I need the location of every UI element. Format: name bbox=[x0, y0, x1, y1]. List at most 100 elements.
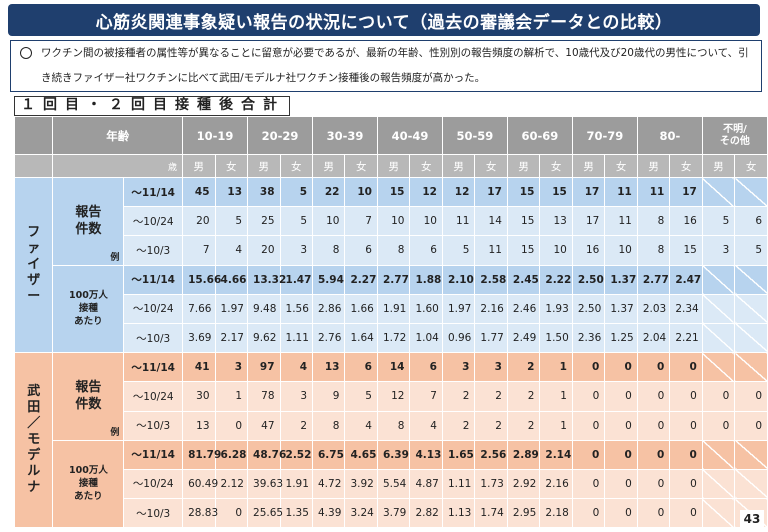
value-cell: 5.94 bbox=[311, 264, 346, 295]
empty-cell bbox=[734, 293, 768, 324]
count-unit: 例 bbox=[110, 427, 120, 438]
age-group-header: 30-39 bbox=[312, 116, 378, 155]
age-group-header: 70-79 bbox=[571, 116, 638, 155]
value-cell: 0 bbox=[571, 439, 606, 470]
value-cell: 2.82 bbox=[409, 498, 443, 529]
value-cell: 47 bbox=[247, 410, 281, 441]
value-cell: 0 bbox=[669, 410, 703, 441]
empty-cell bbox=[734, 176, 768, 208]
value-cell: 2.10 bbox=[441, 264, 476, 295]
value-cell: 2.92 bbox=[506, 468, 541, 500]
value-cell: 20 bbox=[247, 235, 281, 266]
value-cell: 10 bbox=[604, 235, 638, 266]
value-cell: 8 bbox=[636, 235, 671, 266]
male-header: 男 bbox=[506, 154, 541, 178]
date-cell: ～11/14 bbox=[123, 176, 184, 208]
value-cell: 15 bbox=[376, 176, 411, 208]
value-cell: 2.18 bbox=[539, 498, 573, 529]
empty-cell bbox=[701, 439, 736, 470]
value-cell: 13 bbox=[214, 176, 249, 208]
female-header: 女 bbox=[409, 154, 443, 178]
value-cell: 2.56 bbox=[474, 439, 508, 470]
value-cell: 1.97 bbox=[441, 293, 476, 324]
value-cell: 2 bbox=[474, 410, 508, 441]
age-header-row: 年齢 10-19 20-29 30-39 40-49 50-59 60-69 70-79 80… bbox=[13, 116, 768, 155]
value-cell: 0 bbox=[701, 410, 736, 441]
value-cell: 25.65 bbox=[247, 498, 283, 529]
empty-cell bbox=[734, 322, 768, 354]
value-cell: 6 bbox=[409, 235, 443, 266]
value-cell: 1.50 bbox=[539, 322, 573, 354]
value-cell: 1.04 bbox=[409, 322, 443, 354]
value-cell: 9.62 bbox=[247, 322, 281, 354]
value-cell: 2.89 bbox=[506, 439, 541, 470]
value-cell: 15 bbox=[669, 235, 703, 266]
value-cell: 8 bbox=[311, 235, 346, 266]
header-corner bbox=[13, 154, 54, 178]
value-cell: 0 bbox=[604, 352, 638, 383]
value-cell: 1.37 bbox=[604, 264, 638, 295]
value-cell: 2 bbox=[279, 410, 314, 441]
value-cell: 1.37 bbox=[604, 293, 638, 324]
value-cell: 1 bbox=[539, 410, 573, 441]
age-header: 年齢 bbox=[52, 116, 184, 155]
female-header: 女 bbox=[669, 154, 703, 178]
value-cell: 11 bbox=[604, 176, 638, 208]
female-header: 女 bbox=[474, 154, 508, 178]
value-cell: 2.46 bbox=[506, 293, 541, 324]
value-cell: 0 bbox=[571, 352, 606, 383]
value-cell: 6.39 bbox=[376, 439, 411, 470]
table-row: ～10/3 7 4 20 3 8 6 8 6 5 11 15 10 16 10 8 15 3 5 bbox=[15, 235, 768, 266]
value-cell: 2.27 bbox=[344, 264, 378, 295]
table-row: ～10/3 28.83 0 25.65 1.35 4.39 3.24 3.79 2.82 1.13… bbox=[15, 498, 768, 529]
value-cell: 12 bbox=[441, 176, 476, 208]
value-cell: 11 bbox=[636, 176, 671, 208]
value-cell: 4.39 bbox=[311, 498, 346, 529]
value-cell: 4 bbox=[409, 410, 443, 441]
value-cell: 2.14 bbox=[539, 439, 573, 470]
value-cell: 0 bbox=[604, 410, 638, 441]
value-cell: 0 bbox=[604, 381, 638, 412]
date-cell: ～10/3 bbox=[123, 322, 184, 354]
value-cell: 9 bbox=[311, 381, 346, 412]
age-group-header: 40-49 bbox=[376, 116, 443, 155]
note-text: ワクチン間の被接種者の属性等が異なることに留意が必要であるが、最新の年齢、性別別… bbox=[41, 47, 749, 84]
value-cell: 1.97 bbox=[214, 293, 249, 324]
header-corner bbox=[13, 116, 54, 155]
value-cell: 11 bbox=[474, 235, 508, 266]
value-cell: 60.49 bbox=[182, 468, 218, 500]
category-label-line: 件数 bbox=[75, 397, 102, 413]
value-cell: 0 bbox=[571, 498, 606, 529]
value-cell: 10 bbox=[311, 206, 346, 237]
value-cell: 0 bbox=[604, 468, 638, 500]
page-number: 43 bbox=[740, 510, 764, 528]
value-cell: 1.88 bbox=[409, 264, 443, 295]
value-cell: 17 bbox=[474, 176, 508, 208]
value-cell: 2.49 bbox=[506, 322, 541, 354]
value-cell: 48.76 bbox=[247, 439, 286, 470]
male-header: 男 bbox=[247, 154, 281, 178]
value-cell: 5 bbox=[701, 206, 736, 237]
value-cell: 28.83 bbox=[182, 498, 218, 529]
value-cell: 14 bbox=[474, 206, 508, 237]
male-header: 男 bbox=[376, 154, 411, 178]
value-cell: 4.66 bbox=[214, 264, 249, 295]
value-cell: 2 bbox=[506, 352, 541, 383]
table-subtitle: １回目・２回目接種後合計 bbox=[14, 96, 290, 116]
table-row: ～10/24 7.66 1.97 9.48 1.56 2.86 1.66 1.91 1.60 1.… bbox=[15, 293, 768, 324]
value-cell: 1.11 bbox=[441, 468, 476, 500]
female-header: 女 bbox=[734, 154, 768, 178]
value-cell: 4 bbox=[214, 235, 249, 266]
date-cell: ～10/24 bbox=[123, 293, 184, 324]
value-cell: 2.36 bbox=[571, 322, 606, 354]
value-cell: 5.54 bbox=[376, 468, 411, 500]
myocarditis-report-table: 年齢 10-19 20-29 30-39 40-49 50-59 60-69 70-79 80… bbox=[13, 116, 768, 529]
value-cell: 1 bbox=[539, 381, 573, 412]
value-cell: 1.13 bbox=[441, 498, 476, 529]
empty-cell bbox=[701, 322, 736, 354]
value-cell: 17 bbox=[571, 206, 606, 237]
value-cell: 30 bbox=[182, 381, 216, 412]
value-cell: 5 bbox=[441, 235, 476, 266]
value-cell: 2 bbox=[506, 410, 541, 441]
value-cell: 1.25 bbox=[604, 322, 638, 354]
